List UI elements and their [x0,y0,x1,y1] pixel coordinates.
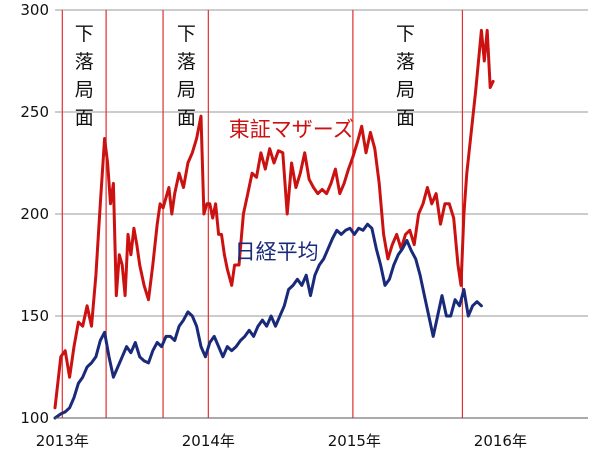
x-tick-label: 2014年 [182,432,235,450]
y-tick-label: 200 [20,205,49,223]
axes: 100 150 200 250 300 2013年 2014年 2015年 2016年 [20,1,588,450]
x-tick-label: 2015年 [328,432,381,450]
x-tick-label: 2013年 [36,432,89,450]
phase-annotation: 下落局面 [75,23,94,129]
series-label: 日経平均 [235,240,319,264]
series-line-0 [53,28,495,410]
y-tick-label: 150 [20,307,49,325]
phase-annotation: 下落局面 [396,23,415,129]
x-tick-label: 2016年 [474,432,527,450]
series-lines [53,28,495,420]
y-tick-label: 100 [20,409,49,427]
grid [55,9,588,419]
y-tick-label: 300 [20,1,49,19]
y-tick-label: 250 [20,103,49,121]
series-label: 東証マザーズ [229,117,354,141]
series-line-1 [53,222,483,420]
phase-annotation: 下落局面 [177,23,196,129]
